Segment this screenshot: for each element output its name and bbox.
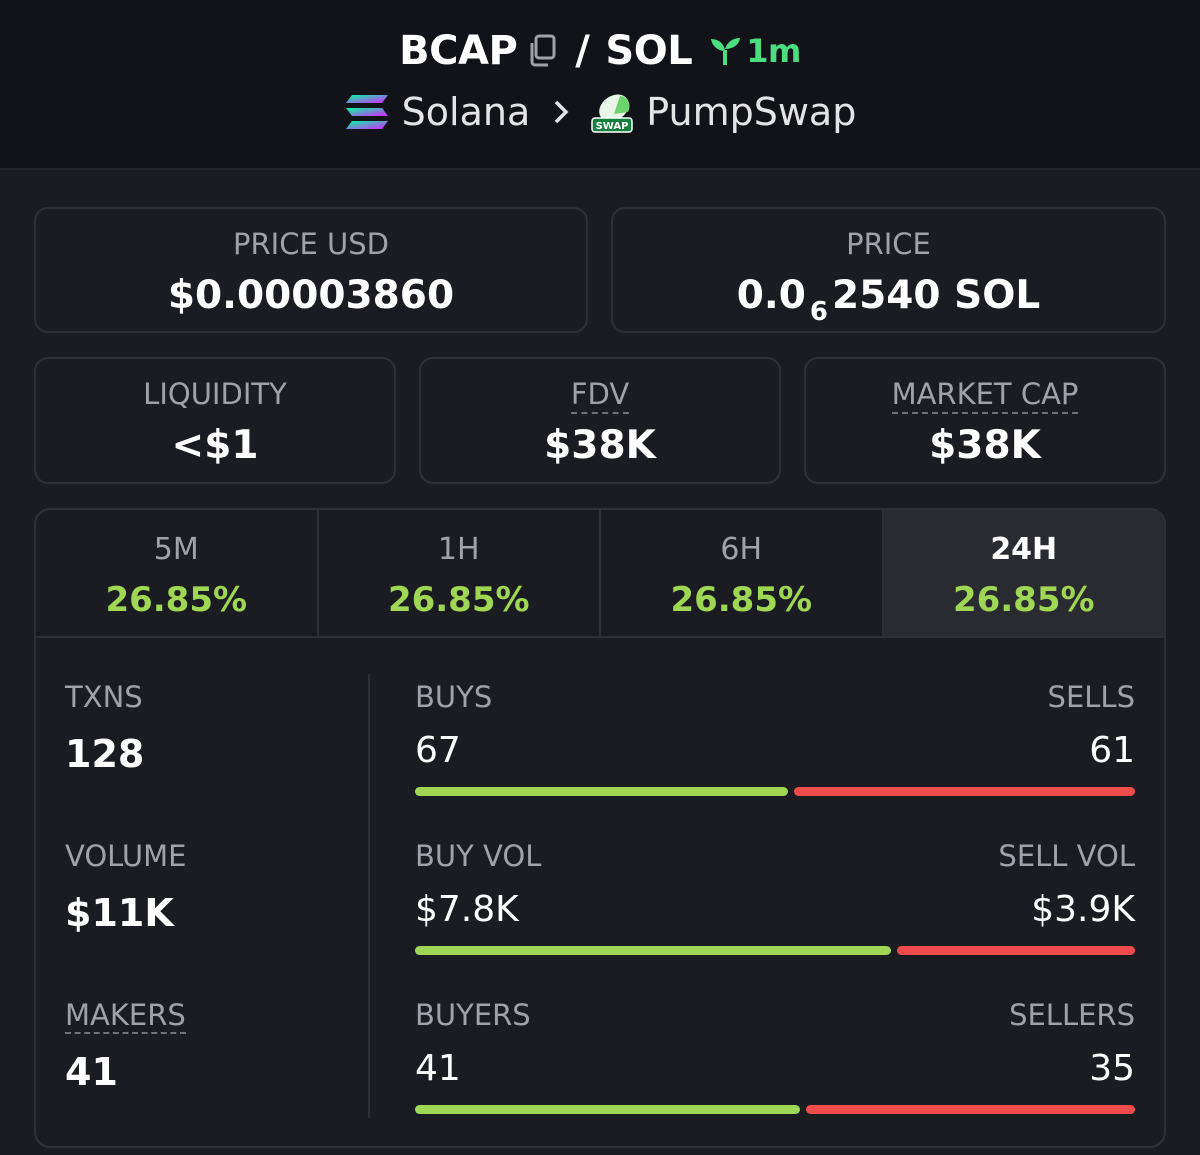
buyers-bar-fill (415, 1105, 800, 1114)
volume-label: VOLUME (65, 839, 187, 873)
dex-name[interactable]: PumpSwap (646, 90, 857, 134)
volume-bar (415, 946, 1135, 955)
makers-label-wrap[interactable]: MAKERS (65, 998, 186, 1034)
buys-label: BUYS (415, 680, 493, 714)
volume-pair: BUY VOL SELL VOL $7.8K $3.9K (415, 839, 1135, 955)
tab-24h[interactable]: 24H 26.85% (883, 510, 1164, 636)
age-text: 1m (746, 32, 801, 70)
dex-logo-text: SWAP (596, 121, 629, 132)
chain-name[interactable]: Solana (401, 90, 531, 134)
buys-sells-bar (415, 787, 1135, 796)
buy-vol-label: BUY VOL (415, 839, 542, 873)
txns-stat: TXNS 128 (65, 680, 144, 776)
tab-change: 26.85% (670, 580, 813, 620)
tab-change: 26.85% (105, 580, 248, 620)
tab-change: 26.85% (387, 580, 530, 620)
price-usd-label: PRICE USD (233, 227, 389, 261)
price-usd-card: PRICE USD $0.00003860 (34, 207, 588, 333)
makers-value: 41 (65, 1050, 118, 1094)
sell-vol-bar-fill (897, 946, 1135, 955)
base-symbol: BCAP (399, 28, 518, 74)
volume-value: $11K (65, 891, 174, 935)
txns-value: 128 (65, 732, 145, 776)
liquidity-value: <$1 (171, 423, 259, 468)
fdv-value: $38K (544, 423, 656, 468)
tab-1h[interactable]: 1H 26.85% (319, 510, 601, 636)
volume-stat: VOLUME $11K (65, 839, 186, 935)
sell-vol-value: $3.9K (1031, 889, 1135, 930)
chevron-right-icon (552, 99, 570, 125)
seedling-icon (711, 38, 741, 65)
price-native-card: PRICE 0.0 6 2540 SOL (611, 207, 1166, 333)
pair-header: BCAP / SOL 1m (0, 0, 1200, 170)
tab-label: 1H (437, 532, 480, 567)
tab-label: 5M (153, 532, 199, 567)
buys-sells-pair: BUYS SELLS 67 61 (415, 680, 1135, 796)
liquidity-label: LIQUIDITY (143, 377, 287, 411)
buyers-label: BUYERS (415, 998, 531, 1032)
price-native-value: 0.0 6 2540 SOL (613, 273, 1164, 327)
buy-vol-value: $7.8K (415, 889, 519, 930)
sell-vol-label: SELL VOL (998, 839, 1135, 873)
buys-bar-fill (415, 787, 788, 796)
fdv-label[interactable]: FDV (570, 377, 630, 414)
price-suffix: 2540 SOL (831, 273, 1041, 318)
sellers-label: SELLERS (1009, 998, 1135, 1032)
sellers-value: 35 (1089, 1048, 1135, 1089)
solana-logo-icon[interactable] (344, 93, 390, 131)
price-native-label: PRICE (846, 227, 931, 261)
price-prefix: 0.0 (736, 273, 806, 318)
buy-vol-bar-fill (415, 946, 891, 955)
copy-icon[interactable] (527, 34, 557, 68)
market-cap-label-wrap[interactable]: MARKET CAP (806, 377, 1164, 414)
fdv-card: FDV $38K (419, 357, 781, 484)
makers-stat: MAKERS 41 (65, 998, 186, 1094)
buyers-value: 41 (415, 1048, 461, 1089)
sells-value: 61 (1089, 730, 1135, 771)
sells-label: SELLS (1047, 680, 1135, 714)
tab-6h[interactable]: 6H 26.85% (601, 510, 884, 636)
pair-age: 1m (708, 32, 801, 70)
pumpswap-logo-icon[interactable]: SWAP (590, 90, 634, 134)
pair-title: BCAP / SOL 1m (0, 28, 1200, 74)
buys-value: 67 (415, 730, 461, 771)
pair-slash: / (575, 28, 590, 74)
fdv-label-wrap[interactable]: FDV (421, 377, 779, 414)
buyers-sellers-pair: BUYERS SELLERS 41 35 (415, 998, 1135, 1114)
tab-change: 26.85% (952, 580, 1095, 620)
sells-bar-fill (794, 787, 1135, 796)
tab-5m[interactable]: 5M 26.85% (36, 510, 319, 636)
breadcrumb: Solana SWAP PumpSwap (0, 90, 1200, 134)
price-usd-value: $0.00003860 (167, 273, 455, 318)
stats-panel: 5M 26.85% 1H 26.85% 6H 26.85% 24H 26.85% (34, 508, 1166, 1148)
stats-divider (368, 674, 370, 1118)
liquidity-card: LIQUIDITY <$1 (34, 357, 396, 484)
makers-label[interactable]: MAKERS (65, 998, 186, 1034)
market-cap-card: MARKET CAP $38K (804, 357, 1166, 484)
buyers-sellers-bar (415, 1105, 1135, 1114)
market-cap-value: $38K (929, 423, 1041, 468)
quote-symbol: SOL (605, 28, 693, 74)
timeframe-tabs: 5M 26.85% 1H 26.85% 6H 26.85% 24H 26.85% (36, 510, 1164, 638)
sellers-bar-fill (806, 1105, 1135, 1114)
txns-label: TXNS (65, 680, 143, 714)
market-cap-label[interactable]: MARKET CAP (891, 377, 1079, 414)
tab-label: 24H (990, 532, 1058, 567)
tab-label: 6H (720, 532, 763, 567)
price-zero-count: 6 (809, 297, 828, 327)
